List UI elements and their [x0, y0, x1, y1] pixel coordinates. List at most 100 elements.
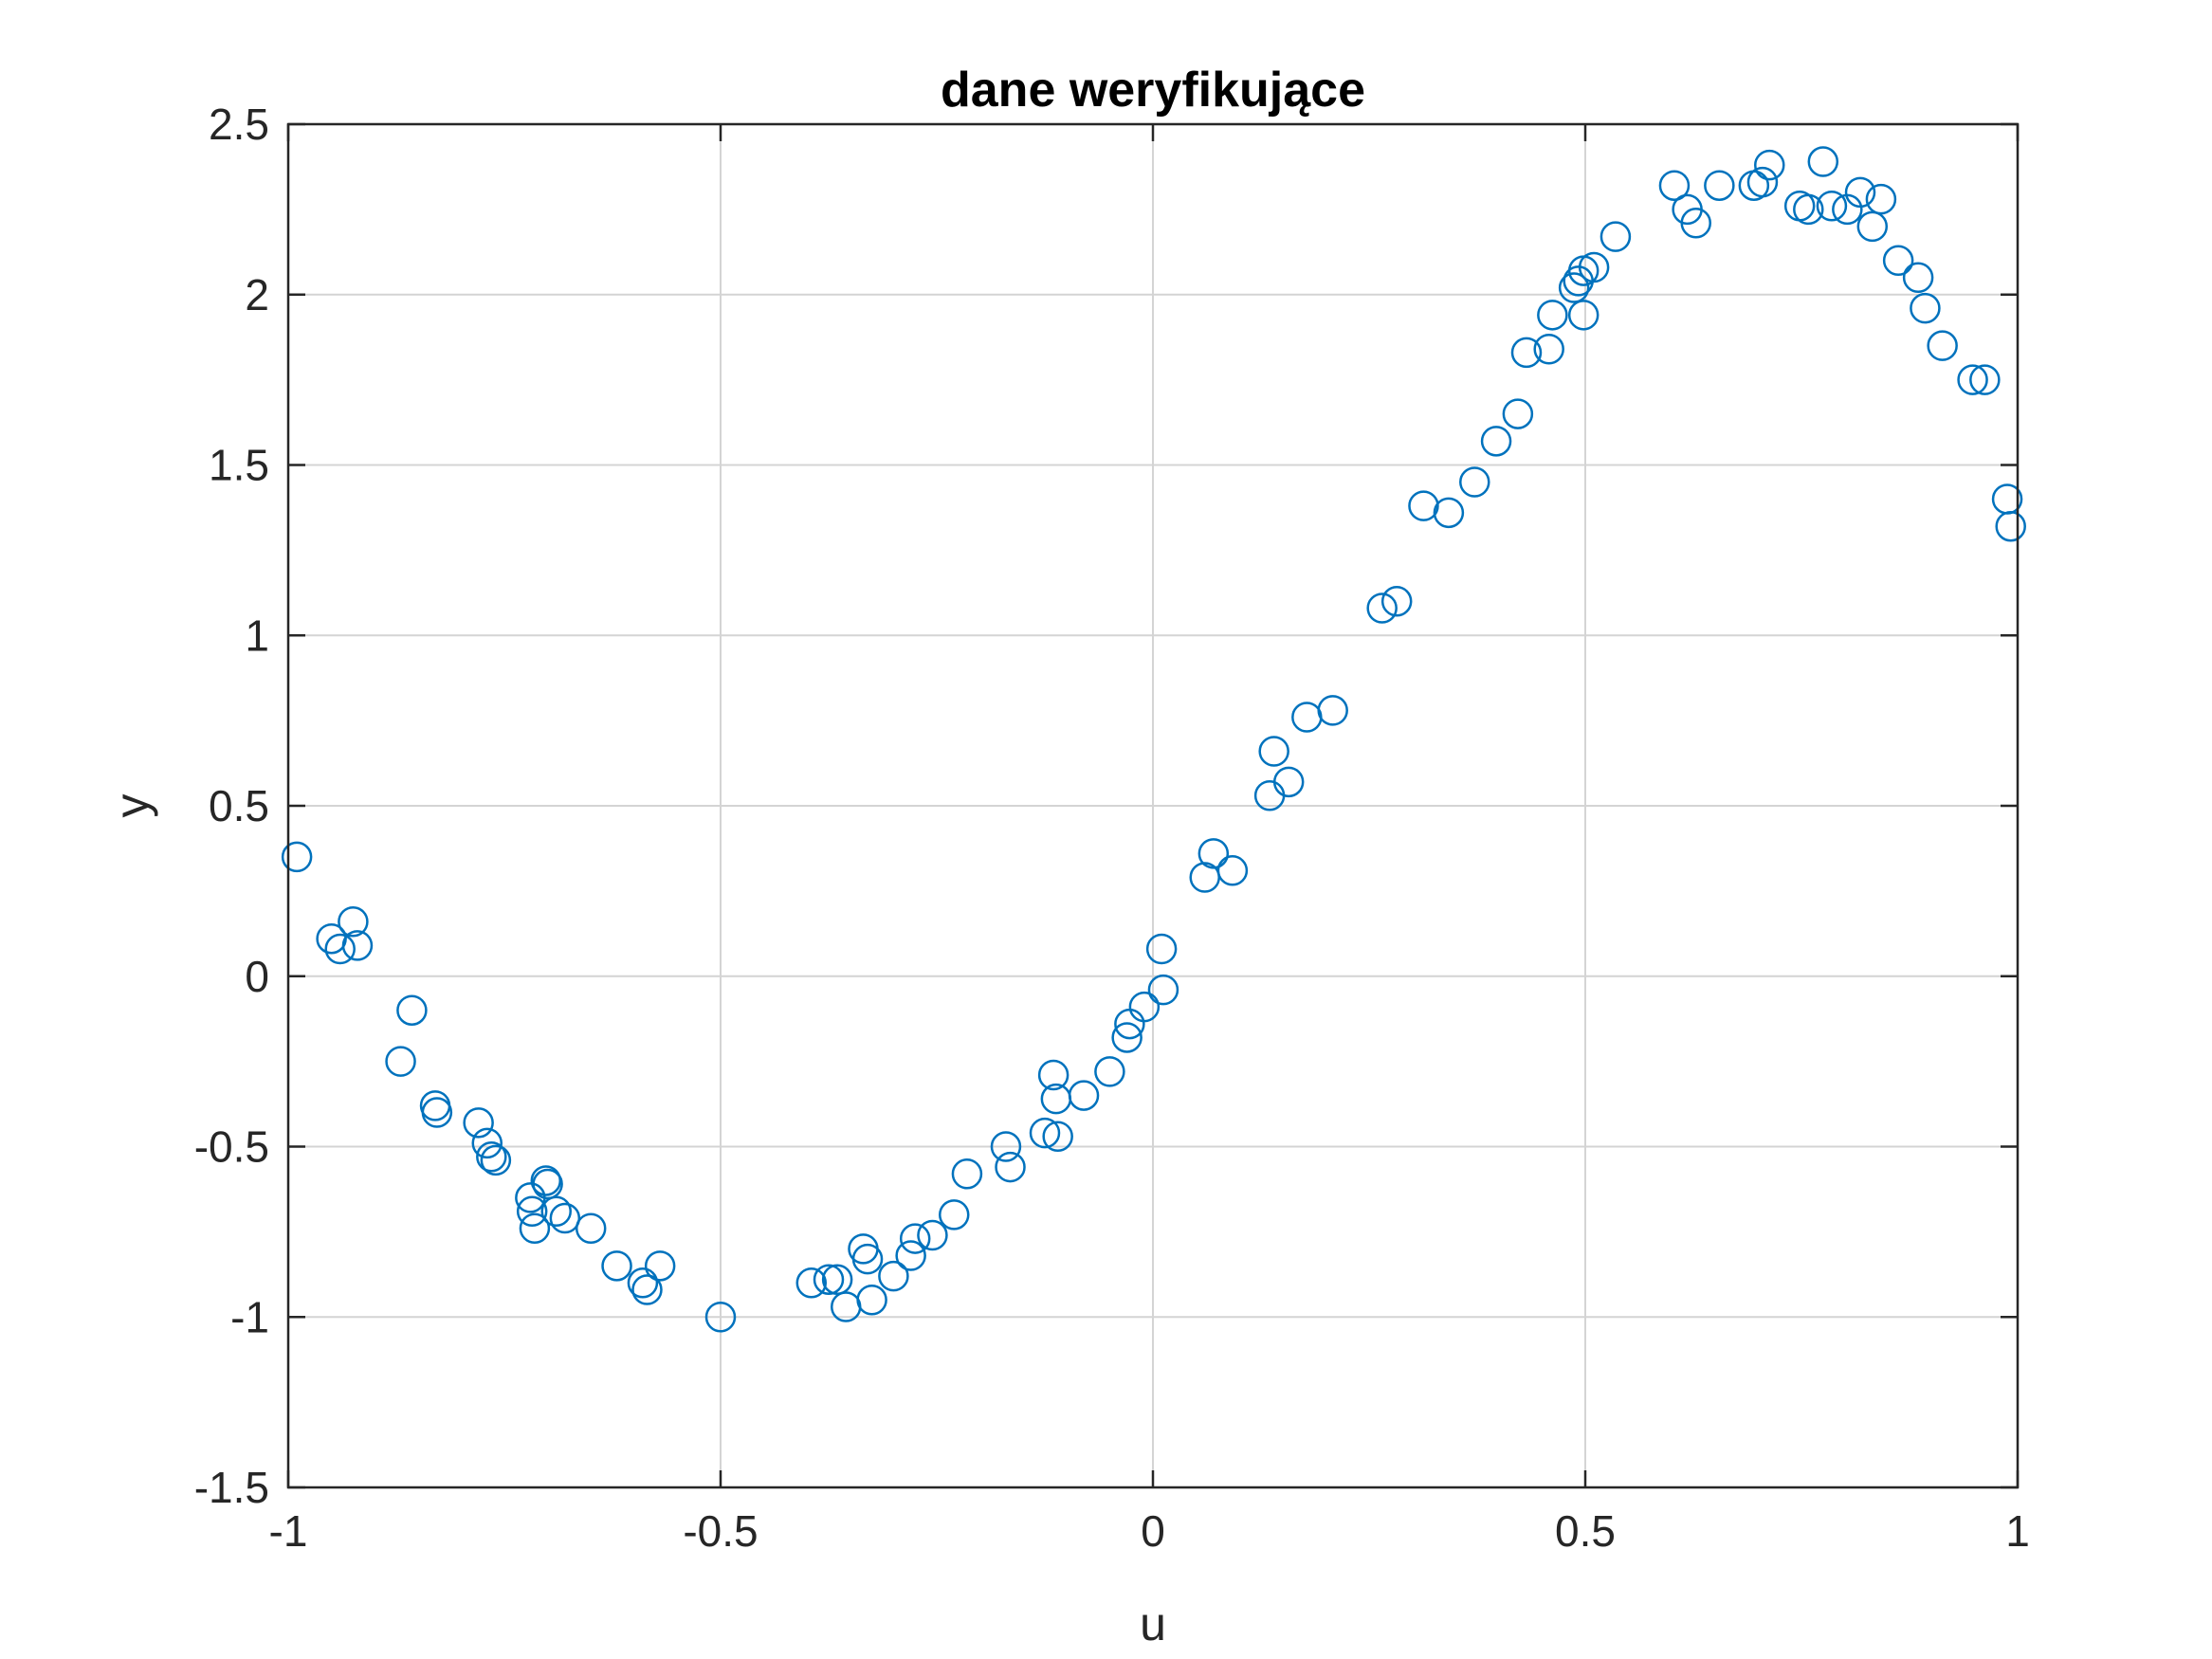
data-point — [917, 1219, 948, 1251]
data-point — [601, 1250, 632, 1282]
data-point — [851, 1243, 884, 1275]
data-point — [1882, 245, 1914, 277]
data-point — [471, 1127, 503, 1159]
y-tick-label: -1.5 — [194, 1463, 269, 1512]
data-point — [1029, 1117, 1061, 1149]
data-point — [1042, 1121, 1073, 1152]
data-point — [1480, 426, 1512, 457]
data-point — [1927, 330, 1958, 361]
data-point — [516, 1195, 548, 1228]
data-point — [1902, 262, 1934, 294]
x-tick-labels: -1 -0.5 0 0.5 1 — [269, 1506, 2030, 1556]
data-point — [1807, 146, 1839, 177]
data-point — [549, 1202, 581, 1234]
data-point — [1111, 1022, 1143, 1053]
data-point — [1533, 334, 1564, 365]
data-point — [1910, 292, 1941, 324]
data-point — [1746, 166, 1779, 198]
data-point — [1510, 337, 1543, 369]
data-point — [1366, 592, 1398, 624]
data-point — [1433, 497, 1465, 529]
ticks — [286, 122, 2020, 1489]
y-tick-label: -0.5 — [194, 1122, 269, 1172]
data-point — [1128, 991, 1161, 1023]
data-point — [480, 1144, 512, 1176]
data-point — [540, 1195, 572, 1228]
data-point — [1502, 398, 1534, 429]
data-point — [631, 1274, 663, 1305]
data-point — [1704, 170, 1735, 201]
grid — [288, 124, 2018, 1487]
data-point — [1578, 251, 1610, 283]
data-point — [1317, 695, 1348, 726]
x-tick-label: -1 — [269, 1506, 308, 1556]
data-point — [899, 1223, 931, 1254]
data-point — [1408, 490, 1439, 521]
data-point — [951, 1158, 983, 1190]
data-point — [1094, 1056, 1125, 1087]
data-point — [938, 1199, 970, 1231]
data-point — [878, 1260, 909, 1292]
data-point — [1856, 210, 1889, 243]
data-point — [532, 1168, 563, 1200]
data-point — [575, 1212, 607, 1245]
y-tick-label: -1 — [230, 1292, 269, 1341]
y-tick-label: 0.5 — [209, 781, 269, 830]
data-point — [1600, 221, 1632, 252]
data-point — [421, 1097, 453, 1128]
data-point — [1754, 149, 1785, 181]
data-point — [895, 1240, 926, 1271]
data-point — [1844, 176, 1876, 209]
x-tick-label: 0 — [1141, 1506, 1165, 1556]
data-point — [1957, 364, 1988, 395]
data-point — [1380, 586, 1413, 617]
data-point — [1567, 300, 1600, 331]
data-point — [1793, 193, 1824, 226]
data-point — [704, 1302, 737, 1333]
data-point — [396, 994, 428, 1026]
y-tick-label: 1 — [245, 611, 269, 660]
data-point — [1258, 736, 1289, 767]
data-point — [476, 1141, 507, 1173]
data-point — [995, 1151, 1026, 1183]
data-point — [1197, 838, 1230, 869]
data-point — [1537, 300, 1568, 331]
data-point — [644, 1250, 676, 1282]
data-point — [324, 933, 356, 965]
data-point — [990, 1131, 1022, 1162]
data-point — [856, 1285, 887, 1316]
data-point — [1969, 364, 2001, 395]
data-point — [385, 1046, 416, 1077]
data-point — [1272, 766, 1305, 798]
data-point — [795, 1267, 828, 1299]
y-axis-label: y — [105, 794, 158, 818]
y-tick-label: 2 — [245, 270, 269, 319]
y-tick-label: 2.5 — [209, 100, 269, 149]
chart-title: dane weryfikujące — [941, 63, 1365, 118]
x-tick-label: 0.5 — [1555, 1506, 1616, 1556]
data-point — [463, 1107, 494, 1139]
data-point — [1558, 272, 1590, 303]
data-point — [1680, 208, 1711, 239]
y-tick-labels: -1.5 -1 -0.5 0 0.5 1 1.5 2 2.5 — [194, 100, 269, 1512]
data-point — [1459, 466, 1490, 498]
x-axis-label: u — [1140, 1597, 1166, 1650]
data-point — [1037, 1059, 1069, 1091]
data-point — [1216, 855, 1249, 886]
data-point — [1658, 170, 1691, 201]
y-tick-label: 0 — [245, 952, 269, 1001]
data-point — [530, 1165, 562, 1196]
data-point — [1068, 1080, 1100, 1111]
data-point — [281, 841, 313, 873]
data-point — [1865, 183, 1897, 215]
data-point — [813, 1264, 845, 1295]
data-point — [1147, 974, 1179, 1006]
data-point — [341, 930, 374, 961]
y-tick-label: 1.5 — [209, 441, 269, 490]
x-tick-label: -0.5 — [683, 1506, 758, 1556]
data-point — [338, 905, 369, 938]
data-point — [1145, 933, 1178, 965]
data-point — [627, 1267, 659, 1299]
x-tick-label: 1 — [2005, 1506, 2030, 1556]
